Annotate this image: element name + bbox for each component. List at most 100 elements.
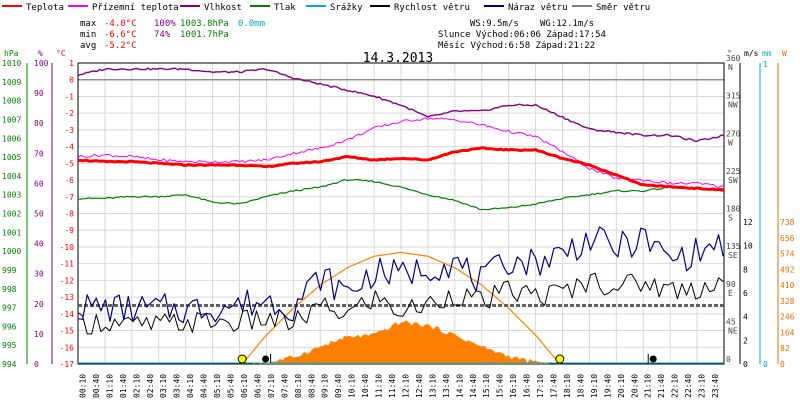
tick-label-x: 22:10 <box>671 374 680 398</box>
tick-label-x: 02:40 <box>146 374 155 398</box>
moonrise-marker <box>262 355 270 363</box>
tick-label-pct: 40 <box>34 240 44 249</box>
tick-label-x: 15:40 <box>496 374 505 398</box>
tick-label-x: 16:10 <box>509 374 518 398</box>
tick-label-x: 02:10 <box>132 374 141 398</box>
tick-label-mm: 0 <box>763 360 768 369</box>
stat-max-temp: -4.0°C <box>104 19 137 29</box>
tick-label-hpa: 994 <box>2 360 17 369</box>
stat-max-label: max <box>80 19 97 29</box>
tick-label-w: 246 <box>780 313 795 322</box>
tick-label-hpa: 1009 <box>2 78 21 87</box>
sunrise-marker <box>237 354 247 364</box>
tick-label-x: 11:40 <box>388 374 397 398</box>
stat-max-hum: 100% <box>154 19 176 29</box>
tick-label-x: 14:40 <box>469 374 478 398</box>
tick-label-c: -11 <box>60 260 75 269</box>
tick-label-c: -4 <box>64 143 74 152</box>
tick-label-x: 00:40 <box>92 374 101 398</box>
tick-label-x: 20:10 <box>617 374 626 398</box>
tick-label-ms: 6 <box>743 289 748 298</box>
tick-label-dir-name: SW <box>728 176 738 185</box>
tick-label-hpa: 1001 <box>2 228 21 237</box>
tick-label-hpa: 999 <box>2 266 17 275</box>
tick-label-dir: 90 <box>726 280 736 289</box>
tick-label-hpa: 996 <box>2 322 17 331</box>
tick-label-ms: 0 <box>743 360 748 369</box>
tick-label-hpa: 997 <box>2 304 17 313</box>
moonset-marker <box>649 355 657 363</box>
chart-title: 14.3.2013 <box>363 51 433 66</box>
tick-label-dir-name: E <box>728 289 733 298</box>
tick-label-dir: 0 <box>726 355 731 364</box>
tick-label-w: 656 <box>780 234 795 243</box>
tick-label-x: 08:10 <box>294 374 303 398</box>
tick-label-hpa: 1005 <box>2 153 21 162</box>
tick-label-dir-name: NW <box>728 101 738 110</box>
tick-label-ms: 4 <box>743 313 748 322</box>
tick-label-ms: 8 <box>743 265 748 274</box>
tick-label-c: -2 <box>64 109 74 118</box>
tick-label-c: -17 <box>60 360 75 369</box>
tick-label-w: 328 <box>780 297 795 306</box>
tick-label-c: -10 <box>60 243 75 252</box>
tick-label-hpa: 1007 <box>2 115 21 124</box>
tick-label-hpa: 998 <box>2 285 17 294</box>
legend-tlak: Tlak <box>274 3 296 13</box>
tick-label-x: 15:10 <box>482 374 491 398</box>
stat-min-hum: 74% <box>154 30 171 40</box>
tick-label-x: 06:10 <box>240 374 249 398</box>
series-layer <box>77 67 725 365</box>
tick-label-pct: 30 <box>34 270 44 279</box>
tick-label-dir-name: S <box>728 214 733 223</box>
tick-label-c: -16 <box>60 343 75 352</box>
axis-unit-pct: % <box>38 49 43 58</box>
tick-label-x: 17:40 <box>550 374 559 398</box>
tick-label-x: 04:10 <box>186 374 195 398</box>
tick-label-pct: 50 <box>34 210 44 219</box>
tick-label-c: -3 <box>64 126 74 135</box>
tick-label-c: -5 <box>64 159 74 168</box>
axis-units: hPa % °C ° m/s mm W <box>4 49 787 58</box>
series-tlak <box>77 179 725 211</box>
tick-label-pct: 90 <box>34 89 44 98</box>
tick-label-c: 1 <box>69 59 74 68</box>
tick-label-hpa: 1008 <box>2 97 21 106</box>
tick-label-dir: 360 <box>726 54 741 63</box>
tick-label-w: 574 <box>780 250 795 259</box>
tick-label-c: -12 <box>60 276 75 285</box>
tick-label-dir: 180 <box>726 205 741 214</box>
tick-label-x: 11:10 <box>375 374 384 398</box>
tick-label-x: 16:40 <box>523 374 532 398</box>
tick-label-x: 06:40 <box>253 374 262 398</box>
tick-label-x: 23:10 <box>698 374 707 398</box>
tick-label-dir: 315 <box>726 92 741 101</box>
tick-label-pct: 10 <box>34 330 44 339</box>
stat-sun: Slunce Východ:06:06 Západ:17:54 <box>438 30 606 40</box>
tick-label-x: 19:10 <box>590 374 599 398</box>
tick-label-ms: 2 <box>743 336 748 345</box>
tick-label-dir: 135 <box>726 242 741 251</box>
tick-label-pct: 0 <box>34 360 39 369</box>
tick-label-w: 492 <box>780 265 795 274</box>
tick-label-x: 22:40 <box>684 374 693 398</box>
stat-max-rain: 0.0mm <box>238 19 265 29</box>
tick-label-c: -8 <box>64 210 74 219</box>
axis-unit-dir: ° <box>727 49 732 58</box>
tick-label-x: 04:40 <box>200 374 209 398</box>
tick-label-x: 10:10 <box>348 374 357 398</box>
axis-unit-mm: mm <box>762 49 772 58</box>
tick-label-x: 23:40 <box>711 374 720 398</box>
tick-label-w: 0 <box>780 360 785 369</box>
legend-teplota: Teplota <box>26 3 64 13</box>
tick-label-pct: 70 <box>34 149 44 158</box>
stat-max-press: 1003.8hPa <box>180 19 229 29</box>
series-teplota <box>77 146 725 192</box>
series-vlhkost <box>77 67 725 143</box>
tick-label-pct: 100 <box>34 59 49 68</box>
tick-label-x: 12:40 <box>415 374 424 398</box>
stat-min-label: min <box>80 30 96 40</box>
tick-label-x: 19:40 <box>603 374 612 398</box>
tick-label-dir: 270 <box>726 129 741 138</box>
